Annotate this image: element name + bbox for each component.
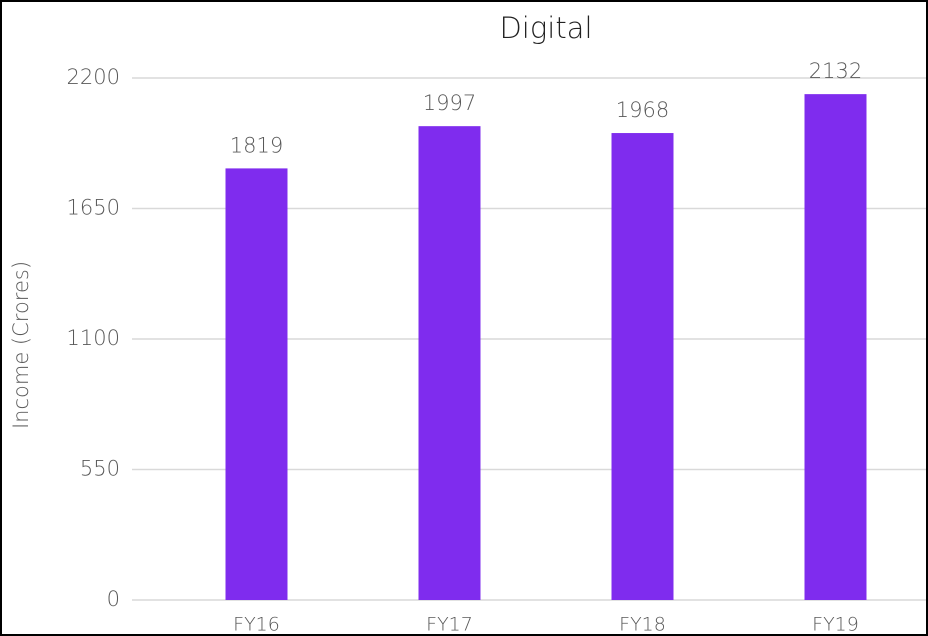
- y-tick-label: 1100: [67, 326, 120, 350]
- x-tick-label: FY17: [426, 614, 473, 636]
- y-tick-label: 550: [80, 457, 120, 481]
- x-tick-label: FY16: [233, 614, 280, 636]
- y-tick-label: 1650: [67, 196, 120, 220]
- x-tick-label: FY19: [812, 614, 859, 636]
- data-label: 1997: [423, 91, 476, 115]
- bar: [611, 133, 674, 600]
- y-tick-label: 0: [107, 587, 120, 611]
- x-tick-label: FY18: [619, 614, 666, 636]
- bar: [418, 126, 481, 600]
- bar: [804, 94, 867, 600]
- y-tick-label: 2200: [67, 65, 120, 89]
- data-label: 2132: [809, 59, 862, 83]
- chart-title: Digital: [499, 11, 592, 45]
- bar: [225, 168, 288, 600]
- y-axis-label: Income (Crores): [9, 261, 33, 429]
- data-label: 1968: [616, 98, 669, 122]
- data-label: 1819: [230, 133, 283, 157]
